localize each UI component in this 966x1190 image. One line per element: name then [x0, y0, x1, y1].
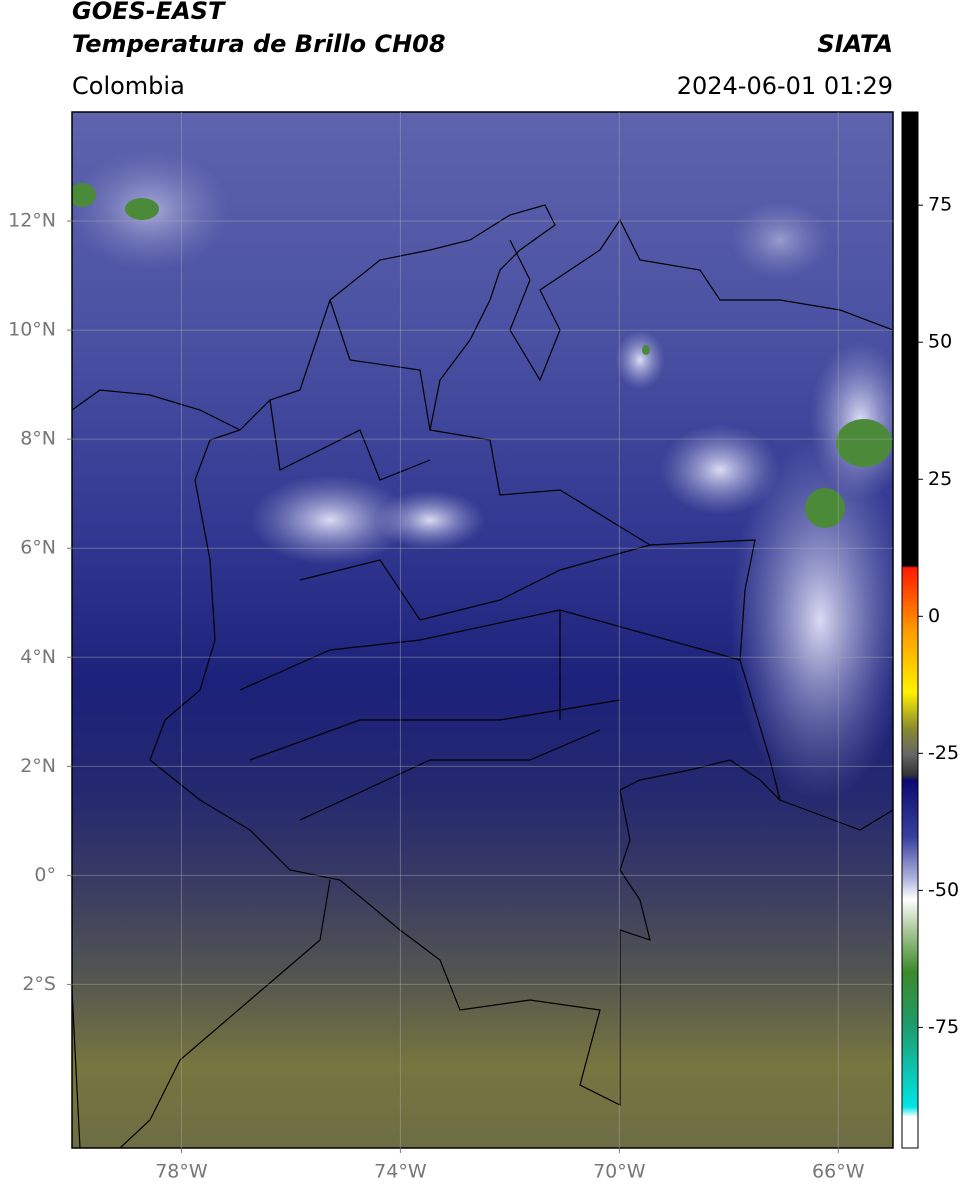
- map-frame: [71, 111, 894, 1149]
- colorbar-tick-label: 0: [928, 605, 940, 627]
- title: GOES-EAST: [72, 0, 226, 25]
- colorbar-tick-label: 25: [928, 468, 952, 490]
- lat-tick-label: 12°N: [8, 210, 56, 232]
- lon-tick-label: 70°W: [593, 1161, 646, 1183]
- lat-tick-label: 6°N: [20, 537, 56, 559]
- colorbar: [901, 111, 919, 1149]
- lat-tick-label: 10°N: [8, 319, 56, 341]
- source: SIATA: [817, 30, 893, 58]
- lon-tick-label: 74°W: [374, 1161, 427, 1183]
- lat-tick-label: 8°N: [20, 428, 56, 450]
- colorbar-tick-label: 50: [928, 331, 952, 353]
- colorbar-tick-label: -50: [928, 879, 959, 901]
- lat-tick-label: 2°S: [22, 973, 56, 995]
- lon-tick-label: 78°W: [155, 1161, 208, 1183]
- title: Temperatura de Brillo CH08: [72, 30, 446, 58]
- lat-tick-label: 2°N: [20, 755, 56, 777]
- region: Colombia: [72, 72, 185, 100]
- colorbar-tick-label: 75: [928, 194, 952, 216]
- colorbar-tick-label: -75: [928, 1016, 959, 1038]
- lat-tick-label: 0°: [34, 864, 56, 886]
- datetime: 2024-06-01 01:29: [677, 72, 893, 100]
- map-image: [72, 112, 893, 1148]
- lat-tick-label: 4°N: [20, 646, 56, 668]
- colorbar-tick-label: -25: [928, 742, 959, 764]
- lon-tick-label: 66°W: [812, 1161, 865, 1183]
